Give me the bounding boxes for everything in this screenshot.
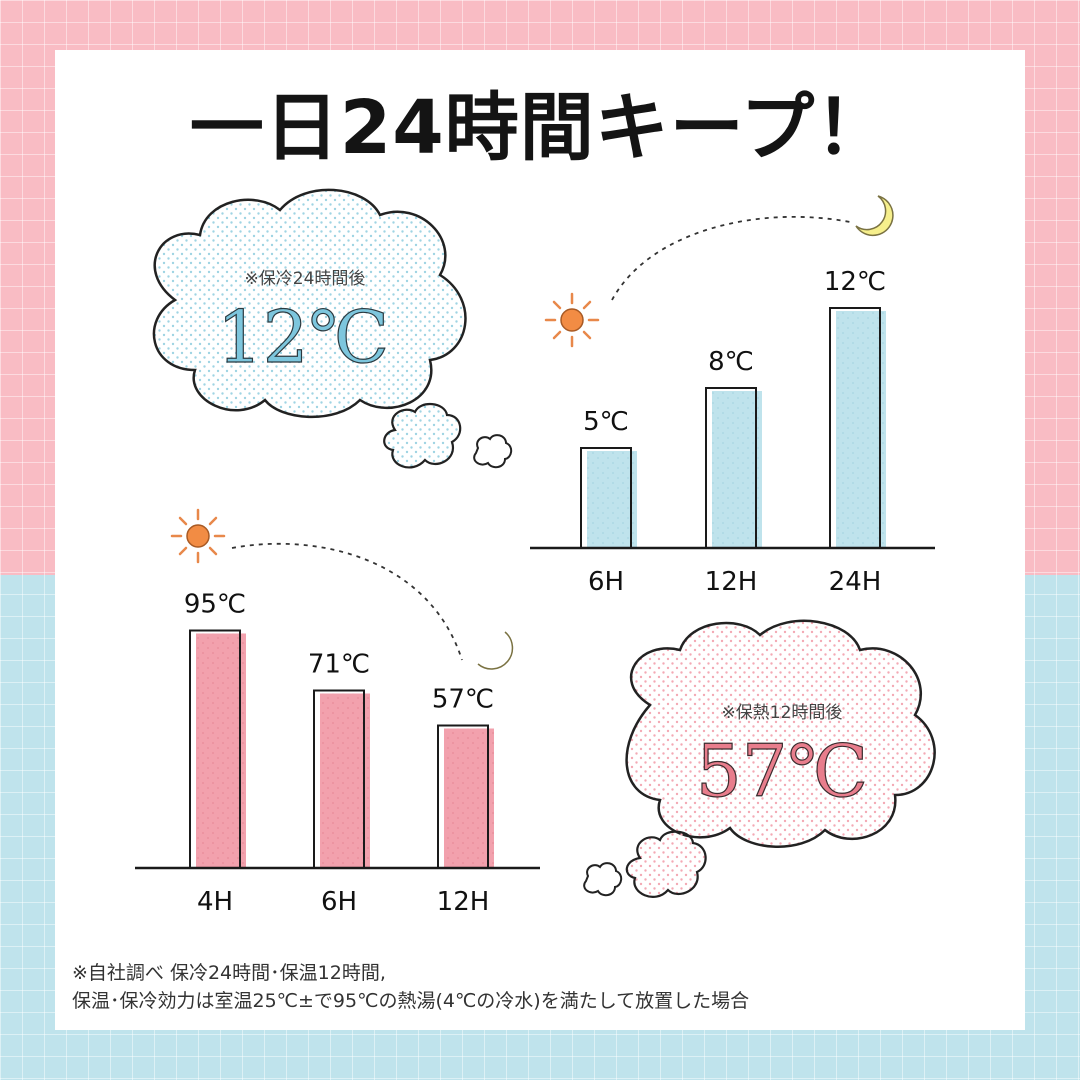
x-tick-label: 12H (705, 567, 758, 597)
data-label: 71℃ (308, 650, 370, 680)
hot-bubble-value: 57℃ (696, 729, 868, 813)
sun-icon (544, 292, 600, 348)
bar-fill (444, 728, 494, 868)
hot-small-clouds (583, 830, 707, 898)
x-tick-label: 12H (437, 887, 490, 917)
dashed-arc-2 (231, 542, 463, 661)
cold-small-clouds (383, 403, 513, 469)
page-title: 一日24時間キープ！ (189, 85, 891, 171)
bar-fill (587, 451, 637, 548)
data-label: 57℃ (432, 685, 494, 715)
bar-fill (712, 391, 762, 548)
hot-cloud-bubble: ※保熱12時間後 57℃ (625, 619, 936, 848)
hot-bar-chart: 95℃ 4H 71℃ 6H 57℃ 12H (135, 590, 540, 917)
cold-cloud-bubble: ※保冷24時間後 12℃ (152, 188, 467, 419)
moon-icon (477, 631, 514, 670)
data-label: 12℃ (824, 267, 886, 297)
x-tick-label: 6H (588, 567, 624, 597)
footnote-line-1: ※自社調べ 保冷24時間･保温12時間, (72, 962, 386, 984)
x-tick-label: 6H (321, 887, 357, 917)
x-tick-label: 4H (197, 887, 233, 917)
sun-icon (170, 508, 226, 564)
bar-fill (196, 633, 246, 868)
data-label: 8℃ (708, 347, 754, 377)
footnote-line-2: 保温･保冷効力は室温25℃±で95℃の熱湯(4℃の冷水)を満たして放置した場合 (72, 990, 750, 1012)
hot-bubble-caption: ※保熱12時間後 (722, 703, 843, 723)
cold-bubble-value: 12℃ (217, 295, 389, 379)
moon-icon (855, 195, 894, 237)
cold-bubble-caption: ※保冷24時間後 (245, 269, 366, 289)
bar-fill (836, 311, 886, 548)
data-label: 95℃ (184, 590, 246, 620)
x-tick-label: 24H (829, 567, 882, 597)
cold-bar-chart: 5℃ 6H 8℃ 12H 12℃ 24H (530, 267, 935, 597)
data-label: 5℃ (583, 407, 629, 437)
bar-fill (320, 693, 370, 868)
dashed-arc-1 (611, 216, 851, 301)
